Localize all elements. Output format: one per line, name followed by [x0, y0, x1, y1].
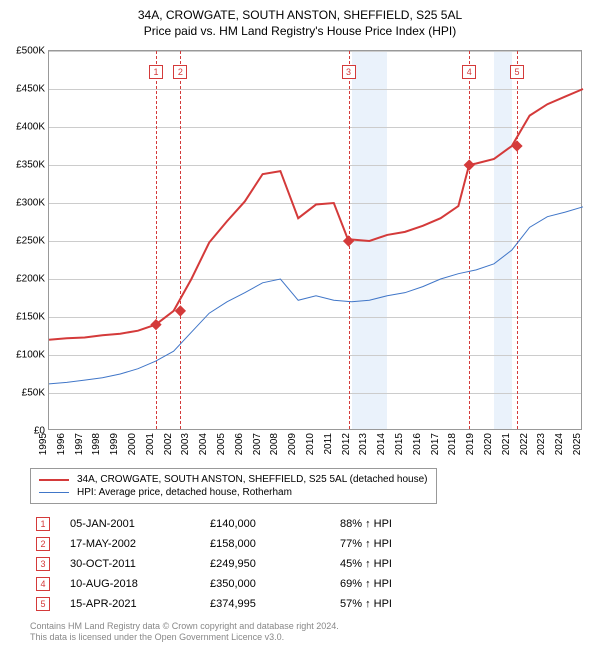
sale-marker-box: 5	[510, 65, 524, 79]
sale-vs-hpi: 69% ↑ HPI	[334, 574, 570, 594]
sale-vs-hpi: 57% ↑ HPI	[334, 594, 570, 614]
sale-marker-box: 1	[149, 65, 163, 79]
sale-price: £140,000	[204, 514, 334, 534]
chart-svg	[49, 51, 581, 429]
x-axis-label: 2012	[341, 433, 352, 455]
x-axis-label: 2020	[483, 433, 494, 455]
sale-date: 10-AUG-2018	[64, 574, 204, 594]
x-axis-label: 1996	[56, 433, 67, 455]
sales-table-row: 4 10-AUG-2018£350,00069% ↑ HPI	[30, 574, 570, 594]
sale-vs-hpi: 45% ↑ HPI	[334, 554, 570, 574]
sale-vs-hpi: 88% ↑ HPI	[334, 514, 570, 534]
sale-date: 05-JAN-2001	[64, 514, 204, 534]
legend-row: 34A, CROWGATE, SOUTH ANSTON, SHEFFIELD, …	[39, 473, 428, 486]
y-axis-label: £350K	[3, 160, 45, 171]
chart-plot-area: £0£50K£100K£150K£200K£250K£300K£350K£400…	[48, 50, 582, 430]
line-hpi	[49, 207, 583, 384]
legend-label: 34A, CROWGATE, SOUTH ANSTON, SHEFFIELD, …	[77, 474, 428, 485]
x-axis-label: 2001	[145, 433, 156, 455]
x-axis-label: 2017	[430, 433, 441, 455]
x-axis-label: 2010	[305, 433, 316, 455]
x-axis-label: 2003	[180, 433, 191, 455]
sale-vs-hpi: 77% ↑ HPI	[334, 534, 570, 554]
chart-title-address: 34A, CROWGATE, SOUTH ANSTON, SHEFFIELD, …	[10, 8, 590, 22]
sale-date: 30-OCT-2011	[64, 554, 204, 574]
y-axis-label: £300K	[3, 198, 45, 209]
x-axis-label: 2014	[376, 433, 387, 455]
sale-num-box: 3	[36, 557, 50, 571]
sales-table-row: 3 30-OCT-2011£249,95045% ↑ HPI	[30, 554, 570, 574]
x-axis-label: 2023	[536, 433, 547, 455]
x-axis-label: 2011	[323, 433, 334, 455]
sale-marker-box: 4	[462, 65, 476, 79]
sale-date: 17-MAY-2002	[64, 534, 204, 554]
sale-num-box: 1	[36, 517, 50, 531]
y-axis-label: £200K	[3, 274, 45, 285]
x-axis-label: 2025	[572, 433, 583, 455]
chart-title-block: 34A, CROWGATE, SOUTH ANSTON, SHEFFIELD, …	[0, 0, 600, 42]
y-axis-label: £100K	[3, 350, 45, 361]
sale-num-box: 4	[36, 577, 50, 591]
chart-title-subtitle: Price paid vs. HM Land Registry's House …	[10, 24, 590, 38]
y-axis-label: £50K	[3, 388, 45, 399]
x-axis-label: 2021	[501, 433, 512, 455]
y-axis-label: £150K	[3, 312, 45, 323]
sale-marker-box: 2	[173, 65, 187, 79]
x-axis-label: 1998	[91, 433, 102, 455]
legend-swatch-hpi	[39, 492, 69, 493]
legend-row: HPI: Average price, detached house, Roth…	[39, 486, 428, 499]
x-axis-label: 2018	[447, 433, 458, 455]
x-axis-label: 1995	[38, 433, 49, 455]
x-axis-label: 2008	[269, 433, 280, 455]
y-axis-label: £450K	[3, 84, 45, 95]
x-axis-label: 2016	[412, 433, 423, 455]
sale-point-diamond	[464, 159, 475, 170]
sale-num-box: 2	[36, 537, 50, 551]
attribution-line1: Contains HM Land Registry data © Crown c…	[30, 621, 339, 631]
sale-date: 15-APR-2021	[64, 594, 204, 614]
line-subject	[49, 89, 583, 340]
attribution-line2: This data is licensed under the Open Gov…	[30, 632, 284, 642]
x-axis-label: 2007	[252, 433, 263, 455]
x-axis-label: 1999	[109, 433, 120, 455]
y-axis-label: £250K	[3, 236, 45, 247]
x-axis-label: 2006	[234, 433, 245, 455]
sale-price: £374,995	[204, 594, 334, 614]
x-axis-label: 2024	[554, 433, 565, 455]
y-axis-label: £500K	[3, 46, 45, 57]
x-axis-label: 2004	[198, 433, 209, 455]
sales-table: 1 05-JAN-2001£140,00088% ↑ HPI 2 17-MAY-200…	[30, 514, 570, 614]
sale-point-diamond	[343, 235, 354, 246]
legend-label: HPI: Average price, detached house, Roth…	[77, 487, 292, 498]
sale-price: £158,000	[204, 534, 334, 554]
sales-table-row: 2 17-MAY-2002£158,00077% ↑ HPI	[30, 534, 570, 554]
x-axis-label: 1997	[74, 433, 85, 455]
sale-price: £249,950	[204, 554, 334, 574]
sales-table-row: 5 15-APR-2021£374,99557% ↑ HPI	[30, 594, 570, 614]
x-axis-label: 2000	[127, 433, 138, 455]
sales-table-row: 1 05-JAN-2001£140,00088% ↑ HPI	[30, 514, 570, 534]
x-axis-label: 2009	[287, 433, 298, 455]
x-axis-label: 2019	[465, 433, 476, 455]
data-attribution: Contains HM Land Registry data © Crown c…	[30, 621, 570, 644]
x-axis-label: 2013	[358, 433, 369, 455]
sale-num-box: 5	[36, 597, 50, 611]
sale-marker-box: 3	[342, 65, 356, 79]
x-axis-label: 2002	[163, 433, 174, 455]
chart-legend: 34A, CROWGATE, SOUTH ANSTON, SHEFFIELD, …	[30, 468, 437, 504]
legend-swatch-subject	[39, 479, 69, 481]
x-axis-label: 2022	[519, 433, 530, 455]
sale-price: £350,000	[204, 574, 334, 594]
y-axis-label: £400K	[3, 122, 45, 133]
x-axis-label: 2015	[394, 433, 405, 455]
x-axis-label: 2005	[216, 433, 227, 455]
